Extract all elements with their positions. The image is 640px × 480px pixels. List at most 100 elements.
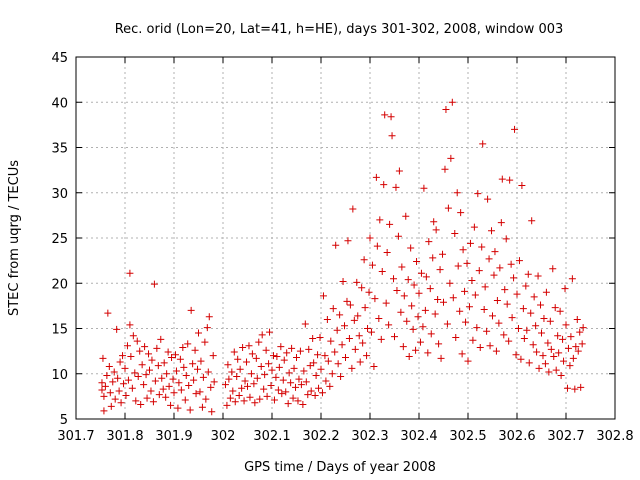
ticks-layer: 301.7 301.8 301.9 302 302.1 302.2 302.3 302.4 30… — [51, 51, 633, 444]
data-point — [383, 248, 391, 256]
data-point — [109, 378, 117, 386]
data-point — [287, 379, 295, 387]
data-point — [505, 337, 513, 345]
data-point — [500, 331, 508, 339]
y-tick-label: 15 — [51, 323, 68, 338]
data-point — [230, 348, 238, 356]
data-point — [535, 364, 543, 372]
data-point — [520, 334, 528, 342]
data-point — [115, 387, 123, 395]
data-point — [324, 357, 332, 365]
data-point — [473, 324, 481, 332]
data-point — [456, 307, 464, 315]
data-point — [373, 242, 381, 250]
data-point — [404, 276, 412, 284]
data-point — [290, 364, 298, 372]
data-point — [343, 297, 351, 305]
data-point — [169, 375, 177, 383]
data-point — [557, 372, 565, 380]
data-point — [375, 315, 383, 323]
data-point — [490, 271, 498, 279]
data-point — [171, 351, 179, 359]
data-point — [529, 341, 537, 349]
data-point — [104, 309, 112, 317]
data-point — [224, 361, 232, 369]
data-point — [559, 335, 567, 343]
data-point — [413, 258, 421, 266]
data-point — [469, 336, 477, 344]
data-point — [300, 367, 308, 375]
data-point — [534, 272, 542, 280]
data-point — [203, 324, 211, 332]
data-point — [195, 329, 202, 337]
data-point — [148, 356, 156, 364]
data-point — [270, 396, 278, 404]
data-point — [511, 125, 519, 133]
data-point — [377, 335, 385, 343]
data-point — [495, 319, 503, 327]
data-point — [485, 255, 493, 263]
data-point — [266, 328, 274, 336]
data-point — [153, 344, 161, 352]
data-point — [162, 393, 170, 401]
data-point — [329, 305, 337, 313]
data-point — [457, 209, 465, 217]
data-point — [465, 303, 473, 311]
data-point — [110, 368, 118, 376]
data-point — [258, 331, 266, 339]
data-point — [124, 376, 132, 384]
data-point — [408, 302, 416, 310]
data-point — [186, 406, 194, 414]
data-point — [506, 176, 514, 184]
data-point — [319, 292, 327, 300]
data-point — [410, 281, 418, 289]
data-point — [165, 382, 173, 390]
data-point — [577, 383, 585, 391]
data-point — [163, 370, 171, 378]
x-tick-label: 302.2 — [302, 429, 339, 444]
data-point — [402, 212, 410, 220]
data-point — [209, 352, 217, 360]
data-point — [207, 383, 215, 391]
data-point — [175, 379, 183, 387]
data-point — [176, 355, 184, 363]
data-point — [564, 344, 572, 352]
data-point — [474, 190, 482, 198]
data-point — [174, 404, 182, 412]
data-point — [503, 300, 511, 308]
data-point — [399, 343, 407, 351]
data-point — [523, 326, 531, 334]
data-point — [417, 269, 425, 277]
data-point — [136, 347, 144, 355]
data-point — [439, 250, 447, 258]
data-point — [296, 347, 304, 355]
data-point — [339, 277, 347, 285]
data-point — [416, 338, 424, 346]
data-point — [314, 351, 322, 359]
data-point — [247, 370, 255, 378]
data-point — [120, 380, 128, 388]
data-point — [283, 349, 291, 357]
data-point — [302, 378, 310, 386]
data-point — [546, 317, 554, 325]
data-point — [427, 330, 435, 338]
data-point — [138, 361, 146, 369]
data-point — [466, 239, 474, 247]
data-point — [533, 348, 541, 356]
data-point — [310, 359, 318, 367]
data-point — [263, 392, 271, 400]
data-point — [350, 316, 358, 324]
data-point — [388, 132, 396, 140]
data-point — [537, 301, 545, 309]
data-point — [368, 261, 376, 269]
data-point — [129, 332, 137, 340]
data-point — [489, 312, 496, 320]
y-tick-label: 30 — [51, 187, 68, 202]
points-layer — [98, 98, 587, 416]
y-tick-label: 40 — [51, 96, 68, 111]
data-point — [496, 264, 504, 272]
data-point — [394, 232, 402, 240]
data-point — [488, 227, 496, 235]
data-point — [159, 385, 167, 393]
data-point — [297, 381, 305, 389]
